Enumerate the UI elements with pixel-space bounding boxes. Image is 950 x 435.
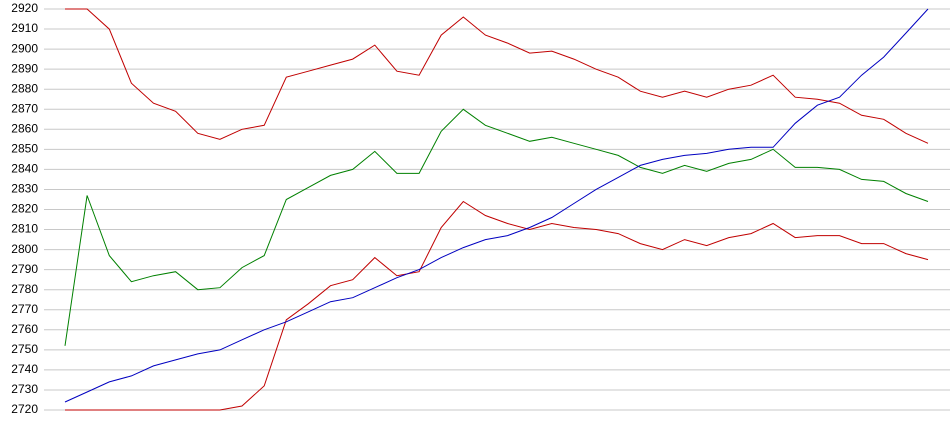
y-tick-label: 2850 xyxy=(11,142,38,156)
series-line xyxy=(64,8,929,403)
y-tick-label: 2740 xyxy=(11,362,38,376)
y-tick-label: 2750 xyxy=(11,342,38,356)
y-tick-label: 2760 xyxy=(11,322,38,336)
y-tick-label: 2720 xyxy=(11,402,38,416)
y-tick-label: 2890 xyxy=(11,61,38,75)
y-tick-label: 2730 xyxy=(11,382,38,396)
series-line xyxy=(65,8,929,144)
y-tick-label: 2870 xyxy=(11,101,38,115)
y-tick-label: 2820 xyxy=(11,202,38,216)
y-tick-label: 2920 xyxy=(11,1,38,15)
y-tick-label: 2910 xyxy=(11,21,38,35)
y-tick-label: 2840 xyxy=(11,162,38,176)
series-line xyxy=(65,200,929,411)
y-tick-label: 2800 xyxy=(11,242,38,256)
y-tick-label: 2830 xyxy=(11,182,38,196)
y-tick-label: 2860 xyxy=(11,121,38,135)
y-tick-label: 2780 xyxy=(11,282,38,296)
y-tick-label: 2900 xyxy=(11,41,38,55)
y-tick-label: 2880 xyxy=(11,81,38,95)
y-tick-label: 2770 xyxy=(11,302,38,316)
y-tick-label: 2810 xyxy=(11,222,38,236)
series-line xyxy=(64,108,929,346)
y-tick-label: 2790 xyxy=(11,262,38,276)
